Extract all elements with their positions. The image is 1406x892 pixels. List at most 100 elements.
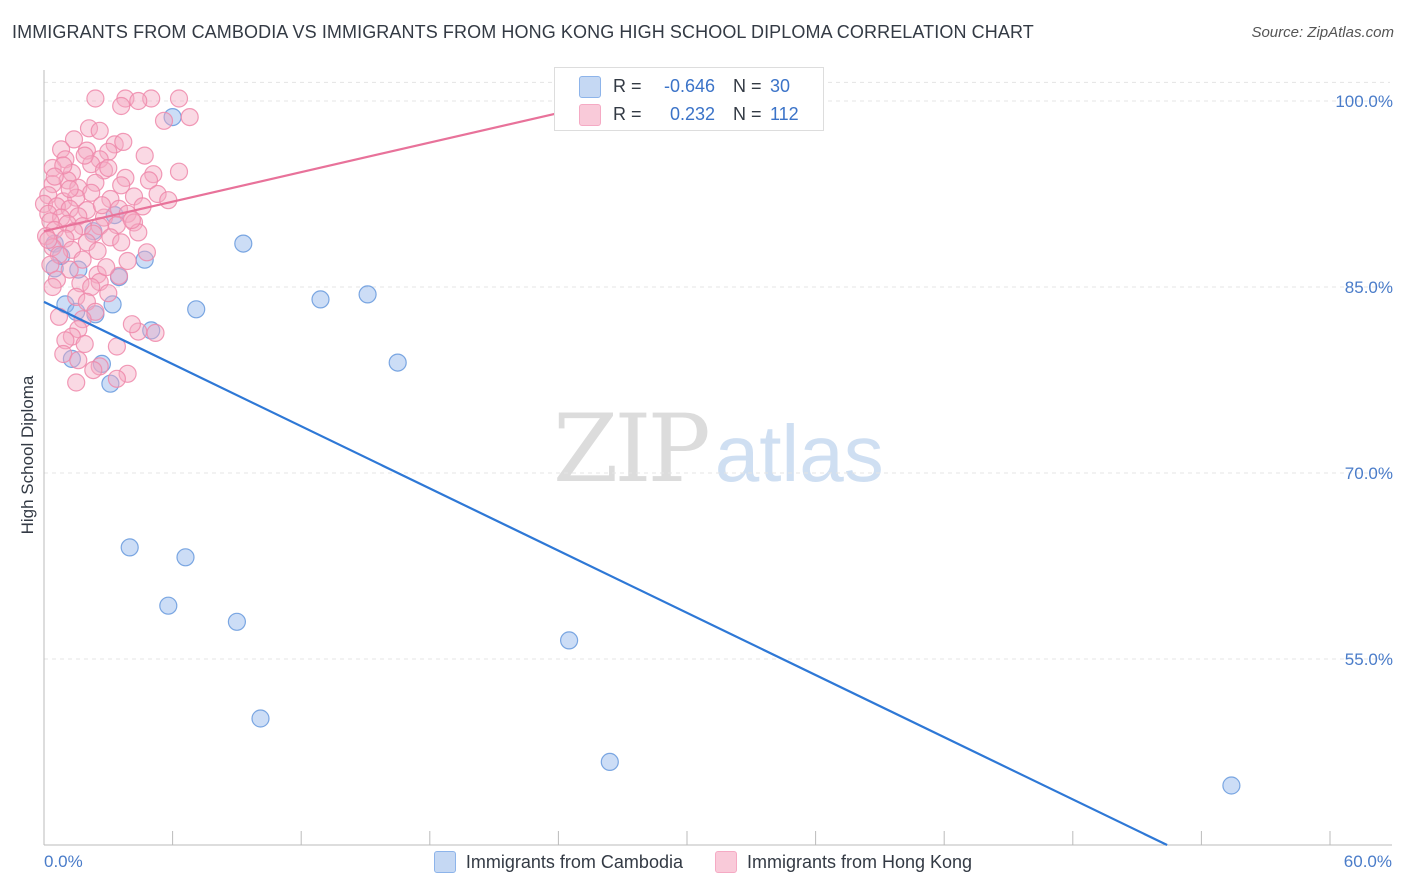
point-cambodia [234, 234, 253, 253]
axes [43, 70, 1392, 846]
point-hongkong [86, 89, 105, 108]
point-hongkong [73, 250, 92, 269]
stats-swatch-hongkong [579, 104, 601, 126]
point-cambodia [62, 349, 82, 368]
point-hongkong [86, 173, 105, 192]
grid-lines [44, 81, 1390, 660]
point-cambodia [103, 295, 122, 314]
point-hongkong [139, 171, 159, 190]
point-cambodia [388, 353, 407, 372]
point-hongkong [112, 176, 131, 195]
point-hongkong [51, 140, 71, 159]
point-hongkong [112, 233, 131, 252]
point-hongkong [118, 251, 137, 271]
point-hongkong [129, 91, 148, 111]
point-hongkong [122, 315, 141, 334]
point-hongkong [148, 184, 167, 204]
point-cambodia [311, 290, 330, 309]
point-hongkong [99, 284, 118, 303]
point-cambodia [176, 548, 195, 567]
trend-line-cambodia [43, 300, 1168, 846]
legend-item-hongkong[interactable]: Immigrants from Hong Kong [714, 851, 973, 873]
point-hongkong [84, 361, 103, 380]
trend-lines [43, 96, 1168, 846]
point-hongkong [71, 274, 90, 293]
point-hongkong [82, 277, 101, 297]
r-label: R = [613, 76, 642, 96]
x-tick-min: 0.0% [44, 852, 83, 871]
point-hongkong [69, 207, 88, 226]
point-cambodia [120, 538, 139, 557]
point-hongkong [92, 196, 112, 215]
source-label: Source: ZipAtlas.com [1251, 24, 1394, 41]
point-hongkong [43, 277, 62, 297]
x-tick-max: 60.0% [1343, 852, 1392, 871]
point-hongkong [118, 364, 137, 383]
point-hongkong [67, 287, 86, 306]
point-cambodia [251, 709, 270, 728]
n-label: N = [733, 104, 762, 124]
point-cambodia [159, 596, 178, 615]
point-hongkong [43, 175, 62, 194]
stats-box: R = -0.646 N = 30 R = 0.232 N = 112 [554, 67, 824, 131]
point-hongkong [137, 243, 156, 262]
point-hongkong [101, 228, 120, 247]
point-hongkong [114, 132, 133, 151]
point-hongkong [109, 266, 129, 285]
point-hongkong [180, 107, 199, 127]
point-cambodia [1222, 776, 1241, 795]
chart-title: IMMIGRANTS FROM CAMBODIA VS IMMIGRANTS F… [12, 22, 1034, 42]
point-hongkong [154, 111, 174, 130]
n-value-hongkong: 112 [770, 104, 799, 124]
point-hongkong [90, 121, 109, 140]
legend-swatch-hongkong [714, 851, 737, 873]
point-hongkong [45, 167, 64, 186]
watermark-atlas: atlas [714, 409, 884, 498]
y-tick-label: 55.0% [1345, 650, 1393, 669]
r-value-hongkong: 0.232 [669, 104, 715, 124]
watermark: ZIP atlas [553, 395, 884, 504]
point-hongkong [124, 213, 144, 232]
point-hongkong [99, 158, 118, 178]
y-tick-label: 100.0% [1335, 92, 1393, 111]
point-hongkong [39, 230, 58, 249]
point-hongkong [41, 255, 60, 274]
point-hongkong [75, 334, 94, 354]
trend-line-hongkong [43, 96, 628, 233]
legend-item-cambodia[interactable]: Immigrants from Cambodia [433, 851, 683, 873]
point-hongkong [107, 369, 127, 388]
point-hongkong [67, 373, 86, 392]
y-axis-label: High School Diploma [18, 375, 37, 535]
point-hongkong [112, 96, 131, 116]
n-value-cambodia: 30 [770, 76, 791, 96]
point-hongkong [146, 323, 165, 342]
data-points [34, 89, 1241, 795]
point-hongkong [79, 119, 99, 138]
point-hongkong [60, 179, 79, 199]
point-hongkong [122, 210, 141, 230]
point-hongkong [97, 258, 116, 277]
point-hongkong [69, 351, 88, 370]
stats-row-hongkong: R = 0.232 N = 112 [555, 100, 823, 128]
legend-label-hongkong: Immigrants from Hong Kong [746, 851, 973, 872]
point-hongkong [60, 260, 79, 279]
r-value-cambodia: -0.646 [663, 76, 715, 96]
point-hongkong [169, 89, 189, 108]
stats-swatch-cambodia [579, 76, 601, 98]
stats-row-cambodia: R = -0.646 N = 30 [555, 72, 823, 100]
legend-swatch-cambodia [433, 851, 456, 873]
y-tick-label: 70.0% [1345, 464, 1393, 483]
r-label: R = [613, 104, 642, 124]
legend-label-cambodia: Immigrants from Cambodia [465, 851, 683, 872]
point-hongkong [169, 162, 189, 181]
point-hongkong [75, 146, 94, 165]
point-hongkong [88, 241, 107, 261]
y-tick-label: 85.0% [1345, 278, 1393, 297]
n-label: N = [733, 76, 762, 96]
point-cambodia [600, 752, 619, 772]
point-hongkong [64, 130, 84, 149]
point-cambodia [358, 285, 377, 304]
watermark-zip: ZIP [553, 395, 711, 504]
point-hongkong [56, 331, 75, 350]
